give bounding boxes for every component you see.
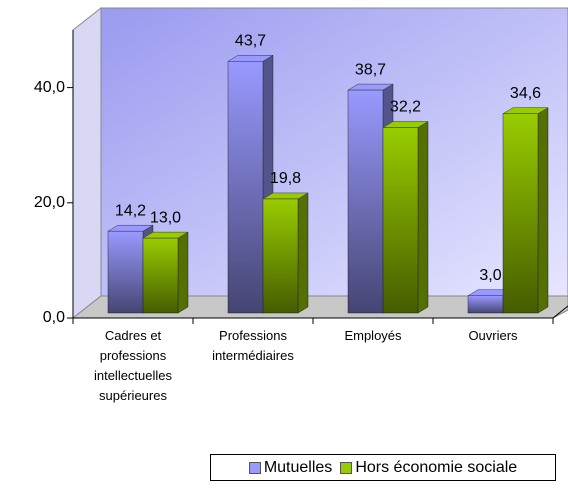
y-tick-label: 40,0: [34, 79, 65, 96]
legend-swatch: [340, 461, 353, 474]
y-tick-label: 20,0: [34, 194, 65, 211]
x-tick-label: Ouvriers: [468, 328, 518, 343]
value-label: 3,0: [479, 267, 501, 284]
x-tick-label: Employés: [344, 328, 402, 343]
value-label: 32,2: [390, 99, 421, 116]
bar-side-shade: [538, 107, 548, 313]
legend-swatch: [248, 461, 261, 474]
value-label: 14,2: [115, 202, 146, 219]
value-label: 19,8: [270, 170, 301, 187]
bar-side-shade: [298, 192, 308, 313]
x-tick-label: Cadres et professions intellectuelles su…: [93, 328, 173, 403]
bar-side-shade: [178, 232, 188, 313]
value-label: 38,7: [355, 61, 386, 78]
bar-shade: [503, 113, 538, 313]
legend-item: Hors économie sociale: [340, 459, 517, 477]
value-label: 13,0: [150, 209, 181, 226]
y-tick-label: 0,0: [43, 309, 65, 326]
bar-shade: [108, 231, 143, 313]
bar-shade: [143, 238, 178, 313]
legend: Mutuelles Hors économie sociale: [210, 454, 556, 481]
bar-shade: [468, 295, 503, 313]
legend-label: Hors économie sociale: [355, 458, 518, 476]
legend-item: Mutuelles: [248, 458, 333, 477]
x-axis-depth: [552, 305, 568, 319]
bar-side-shade: [418, 121, 428, 313]
legend-label: Mutuelles: [263, 458, 333, 476]
bar-shade: [348, 90, 383, 313]
value-label: 34,6: [510, 85, 541, 102]
x-tick-label: Professions intermédiaires: [212, 328, 294, 363]
value-label: 43,7: [235, 33, 266, 50]
bar-shade: [263, 198, 298, 313]
side-wall: [72, 6, 102, 320]
bar-shade: [228, 61, 263, 314]
bar-shade: [383, 127, 418, 313]
